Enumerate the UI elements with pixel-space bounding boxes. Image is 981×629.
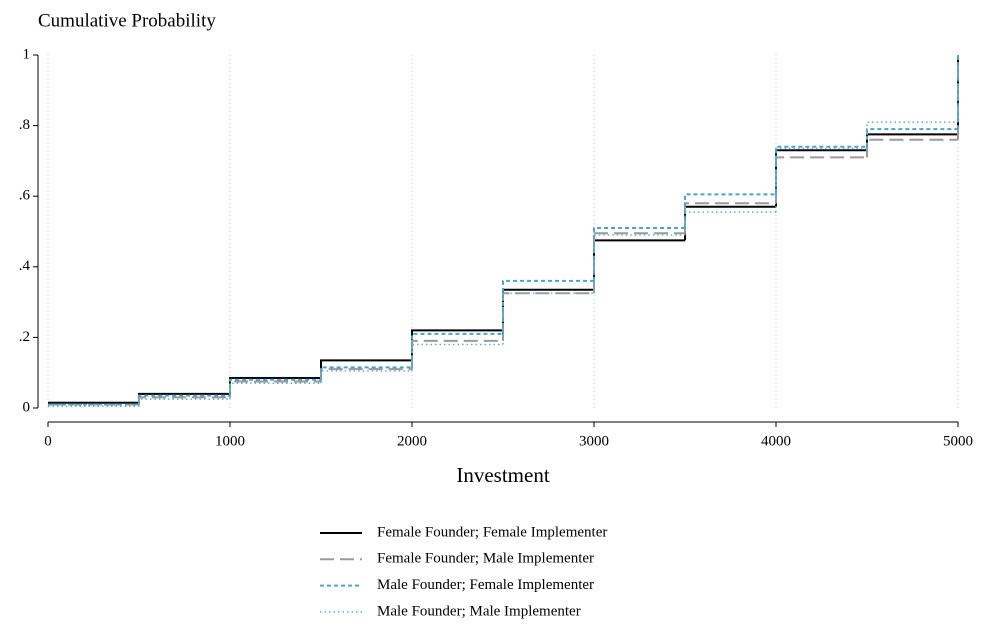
step-segment	[229, 378, 321, 396]
step-segment	[502, 288, 594, 331]
x-axis-title: Investment	[456, 463, 549, 487]
step-segment	[138, 396, 230, 405]
y-tick-label: .6	[19, 188, 31, 204]
step-segment	[411, 343, 503, 371]
step-segment	[775, 156, 867, 204]
legend-label: Female Founder; Female Implementer	[377, 524, 607, 540]
step-segment	[866, 128, 958, 147]
step-segment	[593, 234, 685, 294]
step-segment	[320, 368, 412, 382]
x-tick-label: 3000	[579, 433, 609, 449]
step-segment	[411, 332, 503, 368]
legend-label: Male Founder; Female Implementer	[377, 577, 594, 593]
x-tick-label: 2000	[397, 433, 427, 449]
step-segment	[138, 398, 230, 407]
step-segment	[593, 239, 685, 290]
step-segment	[502, 292, 594, 341]
step-segment	[775, 145, 867, 195]
y-tick-label: .2	[19, 329, 30, 345]
y-tick-label: 1	[23, 46, 31, 62]
step-segment	[229, 382, 321, 400]
y-axis-title: Cumulative Probability	[38, 10, 216, 31]
step-segment	[320, 366, 412, 380]
step-segment	[684, 211, 776, 236]
step-segment	[684, 193, 776, 228]
legend-label: Female Founder; Male Implementer	[377, 551, 594, 567]
y-tick-label: .8	[19, 117, 30, 133]
x-tick-label: 4000	[761, 433, 791, 449]
step-segment	[593, 226, 685, 281]
x-tick-label: 0	[44, 433, 52, 449]
step-segment	[866, 133, 958, 151]
step-segment	[502, 292, 594, 345]
step-segment	[593, 232, 685, 294]
x-tick-label: 5000	[943, 433, 973, 449]
step-segment	[320, 370, 412, 384]
step-segment	[866, 138, 958, 158]
x-tick-label: 1000	[215, 433, 245, 449]
legend-label: Male Founder; Male Implementer	[377, 603, 581, 619]
y-tick-label: .4	[19, 258, 31, 274]
y-tick-label: 0	[23, 399, 31, 415]
step-segment	[775, 147, 867, 213]
step-segment	[775, 149, 867, 207]
step-segment	[229, 380, 321, 398]
